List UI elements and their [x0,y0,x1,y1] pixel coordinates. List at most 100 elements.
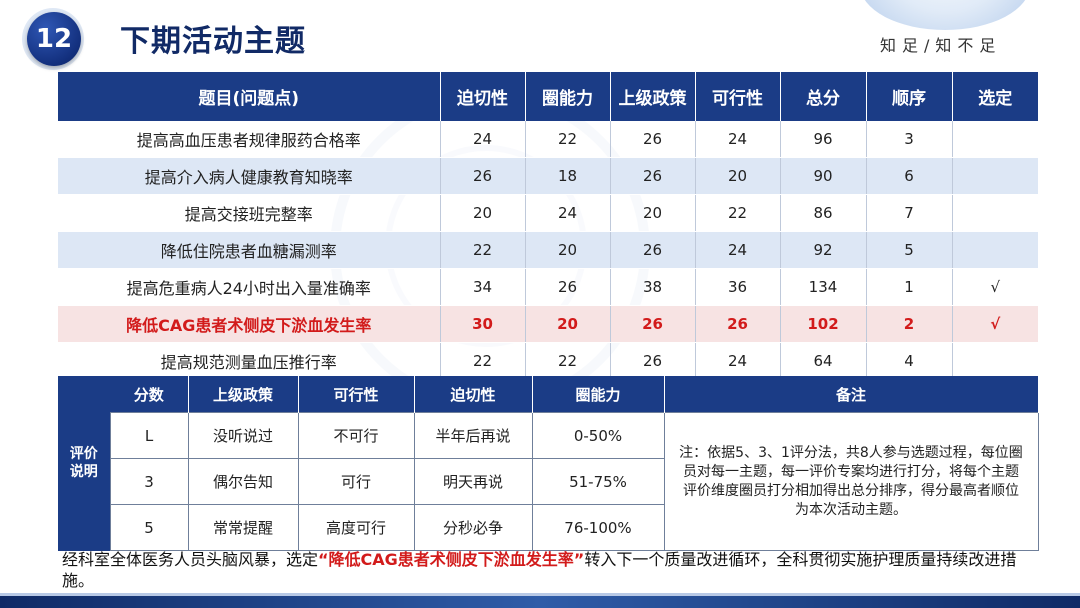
score-cell: 36 [695,268,781,306]
score-cell: 22 [440,342,526,380]
score-cell: 20 [610,194,696,232]
page-title: 下期活动主题 [120,24,306,59]
eval-cell: 半年后再说 [413,412,533,459]
score-cell: 102 [780,305,867,343]
score-cell [952,157,1038,195]
score-cell: 20 [440,194,526,232]
score-cell: 86 [780,194,867,232]
eval-col-score: 分数 [110,376,189,413]
eval-row: L 没听说过 不可行 半年后再说 0-50% 注：依据5、3、1评分法，共8人参… [58,412,1039,551]
table-row: 降低CAG患者术侧皮下淤血发生率 30 20 26 26 102 2 √ [58,305,1038,343]
score-cell [952,121,1038,158]
eval-col-policy: 上级政策 [188,376,299,413]
eval-cell: 3 [109,458,189,505]
eval-side-label: 评价 说明 [58,376,110,551]
score-cell: 30 [440,305,526,343]
conclusion-after: 转入下一个质量改进循环，全科贯彻实施护理质量持续改进措施。 [62,550,1017,590]
eval-side-label-line1: 评价 [69,446,98,463]
table-row: 降低住院患者血糖漏测率 22 20 26 24 92 5 [58,231,1038,269]
page-number-badge: 12 [27,12,81,66]
eval-header-row: 评价 说明 分数 上级政策 可行性 迫切性 圈能力 备注 [58,376,1039,551]
score-cell: 24 [440,121,526,158]
eval-cell: 明天再说 [413,458,533,505]
table-row: 提高交接班完整率 20 24 20 22 86 7 [58,194,1038,232]
score-cell: 24 [525,194,611,232]
topic-cell: 提高高血压患者规律服药合格率 [58,121,441,158]
col-header-urgency: 迫切性 [440,72,526,121]
col-header-feasibility: 可行性 [695,72,781,121]
eval-cell: 没听说过 [187,412,299,459]
conclusion-highlight: “降低CAG患者术侧皮下淤血发生率” [318,550,585,569]
topic-cell: 提高危重病人24小时出入量准确率 [58,268,441,306]
col-header-capability: 圈能力 [525,72,611,121]
topic-cell: 提高规范测量血压推行率 [58,342,441,380]
eval-cell: 常常提醒 [187,504,299,551]
score-cell: 2 [866,305,953,343]
eval-cell: 可行 [297,458,415,505]
topic-cell: 降低住院患者血糖漏测率 [58,231,441,269]
eval-col-urgency: 迫切性 [414,376,533,413]
score-cell: 26 [610,121,696,158]
eval-cell: 不可行 [297,412,415,459]
score-cell: 38 [610,268,696,306]
col-header-policy: 上级政策 [610,72,696,121]
score-cell: 134 [780,268,867,306]
eval-col-feasibility: 可行性 [298,376,415,413]
slogan: 知足/知不足 [880,36,1002,55]
score-cell: 22 [525,342,611,380]
score-cell [952,342,1038,380]
score-cell: 18 [525,157,611,195]
score-cell: 26 [610,342,696,380]
score-cell: 24 [695,231,781,269]
score-cell: 5 [866,231,953,269]
eval-cell: 76-100% [531,504,665,551]
score-cell: 7 [866,194,953,232]
table-row: 提高介入病人健康教育知晓率 26 18 26 20 90 6 [58,157,1038,195]
score-cell: 6 [866,157,953,195]
score-cell: 20 [695,157,781,195]
col-header-rank: 顺序 [866,72,953,121]
conclusion-text: 经科室全体医务人员头脑风暴，选定“降低CAG患者术侧皮下淤血发生率”转入下一个质… [62,549,1022,591]
table-row: 提高规范测量血压推行率 22 22 26 24 64 4 [58,342,1038,380]
corner-decoration [860,0,1030,30]
score-cell: 3 [866,121,953,158]
eval-row: 5 常常提醒 高度可行 分秒必争 76-100% [58,504,1038,551]
score-cell [952,194,1038,232]
eval-cell: 51-75% [531,458,665,505]
score-cell: 24 [695,121,781,158]
bottom-band [0,596,1080,608]
eval-cell: 5 [109,504,189,551]
col-header-total: 总分 [780,72,867,121]
table-header-row: 题目(问题点) 迫切性 圈能力 上级政策 可行性 总分 顺序 选定 [58,72,1038,121]
score-cell: 20 [525,231,611,269]
score-cell: 26 [525,268,611,306]
topic-scoring-table: 题目(问题点) 迫切性 圈能力 上级政策 可行性 总分 顺序 选定 提高高血压患… [58,72,1038,380]
eval-cell: 偶尔告知 [187,458,299,505]
score-cell: 22 [695,194,781,232]
eval-cell: 高度可行 [297,504,415,551]
score-cell: 26 [440,157,526,195]
eval-row: 3 偶尔告知 可行 明天再说 51-75% [58,458,1038,505]
score-cell: 26 [695,305,781,343]
topic-cell: 提高交接班完整率 [58,194,441,232]
score-cell: 20 [525,305,611,343]
eval-note: 注：依据5、3、1评分法，共8人参与选题过程，每位圈员对每一主题，每一评价专案均… [663,412,1039,551]
eval-col-note: 备注 [664,376,1039,413]
col-header-topic: 题目(问题点) [58,72,441,121]
score-cell [952,231,1038,269]
score-cell: 22 [525,121,611,158]
score-cell: 96 [780,121,867,158]
col-header-selected: 选定 [952,72,1038,121]
eval-cell: 分秒必争 [413,504,533,551]
score-cell: 64 [780,342,867,380]
score-cell: √ [952,305,1038,343]
topic-cell: 降低CAG患者术侧皮下淤血发生率 [58,305,441,343]
score-cell: √ [952,268,1038,306]
table-row: 提高危重病人24小时出入量准确率 34 26 38 36 134 1 √ [58,268,1038,306]
eval-side-label-line2: 说明 [69,464,98,481]
eval-col-capability: 圈能力 [532,376,665,413]
score-cell: 26 [610,157,696,195]
score-cell: 24 [695,342,781,380]
score-cell: 90 [780,157,867,195]
score-cell: 4 [866,342,953,380]
